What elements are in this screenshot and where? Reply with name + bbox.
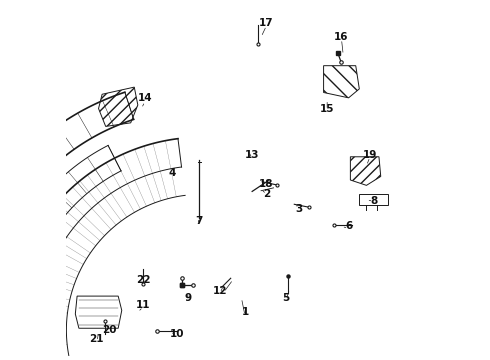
Text: 7: 7: [195, 216, 202, 226]
Text: 16: 16: [334, 32, 349, 42]
Text: 17: 17: [259, 18, 274, 28]
Text: 9: 9: [184, 293, 192, 303]
Text: 19: 19: [363, 150, 377, 160]
Text: 5: 5: [282, 293, 290, 303]
Text: 8: 8: [370, 197, 377, 206]
Text: 2: 2: [263, 189, 270, 199]
Text: 15: 15: [320, 104, 334, 113]
Text: 13: 13: [245, 150, 259, 160]
Text: 14: 14: [138, 93, 152, 103]
Text: 6: 6: [345, 221, 352, 231]
Text: 18: 18: [259, 179, 274, 189]
Text: 21: 21: [90, 334, 104, 344]
Text: 1: 1: [242, 307, 248, 317]
Text: 3: 3: [295, 203, 302, 213]
Text: 10: 10: [170, 329, 184, 339]
Text: 20: 20: [102, 325, 117, 335]
Text: 22: 22: [136, 275, 150, 285]
Text: 4: 4: [168, 168, 175, 178]
Text: 11: 11: [136, 300, 150, 310]
Text: 12: 12: [213, 286, 227, 296]
